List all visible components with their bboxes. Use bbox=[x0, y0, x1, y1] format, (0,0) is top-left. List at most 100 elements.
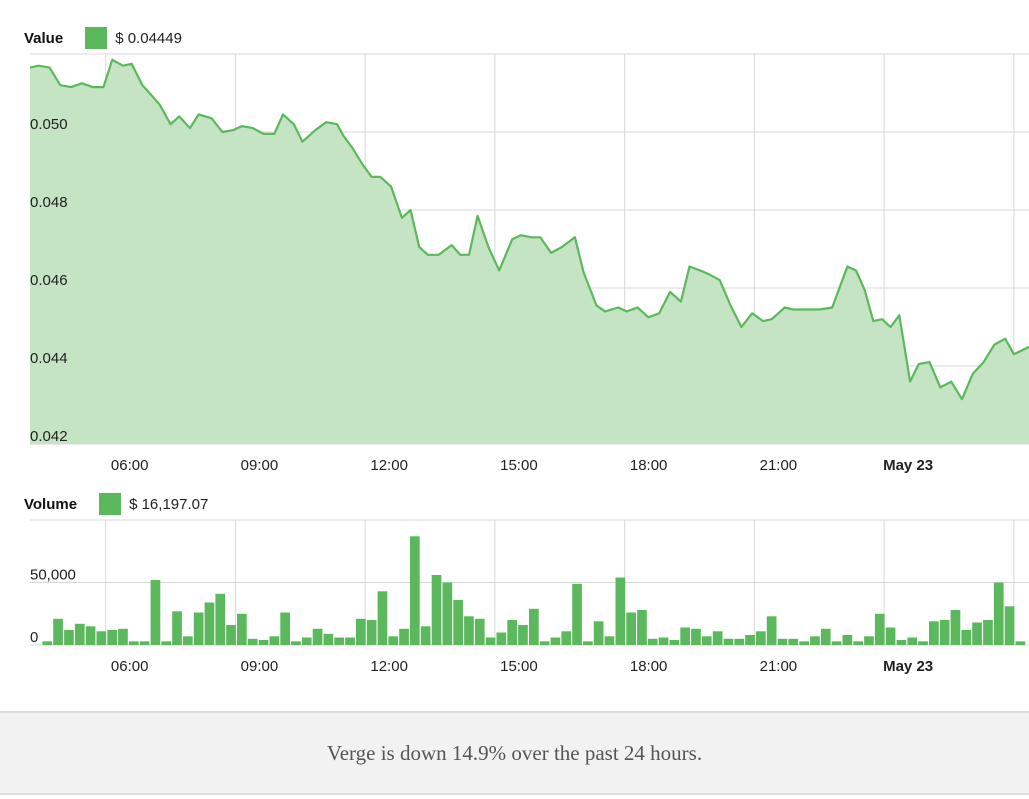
price-xtick-3: 15:00 bbox=[500, 457, 538, 474]
volume-bar-67 bbox=[766, 616, 777, 646]
volume-bar-79 bbox=[896, 640, 907, 645]
volume-xtick-6: May 23 bbox=[883, 658, 933, 675]
volume-legend: Volume $ 16,197.07 bbox=[24, 493, 208, 515]
volume-bar-48 bbox=[561, 631, 572, 646]
volume-bar-50 bbox=[583, 641, 593, 646]
volume-bar-32 bbox=[388, 636, 399, 646]
volume-bar-33 bbox=[399, 628, 409, 646]
volume-bar-12 bbox=[172, 611, 182, 646]
volume-xtick-2: 12:00 bbox=[370, 658, 408, 675]
volume-bar-83 bbox=[939, 620, 950, 645]
volume-bar-10 bbox=[150, 580, 161, 645]
volume-bar-59 bbox=[680, 627, 690, 645]
volume-bar-60 bbox=[691, 628, 701, 646]
value-legend: Value $ 0.04449 bbox=[24, 27, 182, 49]
volume-bar-46 bbox=[539, 641, 550, 646]
volume-bar-30 bbox=[366, 620, 377, 645]
volume-bar-14 bbox=[193, 612, 204, 645]
volume-bar-29 bbox=[356, 618, 366, 646]
volume-bar-69 bbox=[788, 638, 799, 646]
volume-bar-0 bbox=[42, 641, 53, 646]
volume-bar-68 bbox=[777, 638, 788, 646]
volume-bar-55 bbox=[637, 610, 647, 645]
volume-bar-47 bbox=[550, 637, 561, 645]
volume-legend-swatch bbox=[99, 493, 122, 515]
volume-bar-51 bbox=[593, 621, 604, 646]
volume-bar-36 bbox=[431, 575, 442, 645]
volume-bar-45 bbox=[529, 608, 539, 646]
volume-bar-6 bbox=[107, 630, 117, 645]
volume-bar-17 bbox=[226, 625, 236, 645]
volume-bar-74 bbox=[842, 635, 853, 645]
price-xtick-4: 18:00 bbox=[630, 457, 668, 474]
volume-bar-27 bbox=[334, 637, 344, 645]
volume-xtick-0: 06:00 bbox=[111, 658, 149, 675]
volume-legend-value: $ 16,197.07 bbox=[129, 495, 209, 513]
price-ytick-2: 0.046 bbox=[30, 272, 68, 289]
price-ytick-3: 0.048 bbox=[30, 194, 68, 211]
volume-bar-31 bbox=[377, 591, 388, 646]
value-legend-value: $ 0.04449 bbox=[115, 29, 182, 47]
volume-bar-75 bbox=[853, 641, 863, 646]
volume-bar-77 bbox=[874, 613, 885, 646]
price-area bbox=[30, 59, 1029, 445]
volume-bar-3 bbox=[74, 623, 85, 646]
volume-bar-26 bbox=[323, 633, 334, 646]
volume-bar-28 bbox=[345, 637, 355, 645]
volume-bar-43 bbox=[507, 620, 517, 645]
volume-bar-80 bbox=[907, 637, 918, 645]
volume-xtick-1: 09:00 bbox=[241, 658, 279, 675]
volume-chart: 0 50,000 06:00 09:00 12:00 15:00 18:00 21:00 May… bbox=[30, 519, 1029, 675]
summary-footer: Verge is down 14.9% over the past 24 hou… bbox=[0, 711, 1029, 795]
price-ytick-0: 0.042 bbox=[30, 428, 68, 445]
volume-bar-78 bbox=[885, 627, 896, 645]
volume-bar-23 bbox=[291, 641, 301, 646]
volume-bar-52 bbox=[604, 636, 615, 646]
volume-bar-18 bbox=[237, 613, 247, 646]
volume-bar-82 bbox=[929, 621, 939, 646]
volume-ytick-1: 50,000 bbox=[30, 567, 76, 584]
volume-bar-40 bbox=[474, 618, 485, 646]
volume-xtick-4: 18:00 bbox=[630, 658, 668, 675]
volume-bar-20 bbox=[258, 640, 269, 645]
volume-bar-34 bbox=[410, 536, 420, 646]
volume-bar-16 bbox=[215, 593, 226, 646]
volume-bar-58 bbox=[669, 640, 680, 645]
volume-bar-41 bbox=[485, 637, 496, 645]
price-xtick-0: 06:00 bbox=[111, 457, 149, 474]
price-line bbox=[29, 58, 1029, 401]
volume-bar-66 bbox=[756, 631, 766, 646]
value-legend-label: Value bbox=[24, 29, 64, 47]
price-xtick-5: 21:00 bbox=[760, 457, 798, 474]
volume-bar-42 bbox=[496, 632, 507, 645]
price-chart: 0.042 0.044 0.046 0.048 0.050 06:00 09:00 12:00… bbox=[29, 53, 1029, 474]
volume-bar-54 bbox=[626, 612, 636, 645]
volume-bar-61 bbox=[701, 636, 712, 646]
volume-bar-53 bbox=[615, 577, 626, 645]
price-ytick-4: 0.050 bbox=[30, 116, 68, 133]
volume-bar-63 bbox=[723, 638, 734, 646]
volume-bar-65 bbox=[745, 635, 755, 645]
volume-bar-19 bbox=[247, 638, 258, 646]
volume-bar-64 bbox=[734, 638, 745, 646]
volume-bar-56 bbox=[647, 638, 658, 646]
volume-bar-35 bbox=[420, 626, 431, 646]
volume-xtick-5: 21:00 bbox=[760, 658, 798, 675]
volume-bar-1 bbox=[53, 618, 63, 646]
summary-text: Verge is down 14.9% over the past 24 hou… bbox=[326, 740, 703, 765]
volume-bar-76 bbox=[864, 636, 874, 646]
price-xtick-1: 09:00 bbox=[241, 457, 279, 474]
volume-bar-90 bbox=[1015, 641, 1026, 646]
volume-bar-5 bbox=[96, 631, 107, 646]
volume-bar-81 bbox=[918, 641, 928, 646]
volume-bar-15 bbox=[204, 602, 215, 645]
volume-bar-89 bbox=[1004, 606, 1015, 646]
volume-bar-57 bbox=[658, 637, 669, 645]
volume-bar-70 bbox=[799, 641, 809, 646]
volume-bar-87 bbox=[983, 620, 993, 645]
price-xtick-6: May 23 bbox=[883, 457, 933, 474]
volume-bar-85 bbox=[961, 630, 972, 645]
volume-bar-8 bbox=[128, 641, 139, 646]
value-legend-swatch bbox=[85, 27, 108, 49]
volume-bar-73 bbox=[831, 641, 842, 646]
